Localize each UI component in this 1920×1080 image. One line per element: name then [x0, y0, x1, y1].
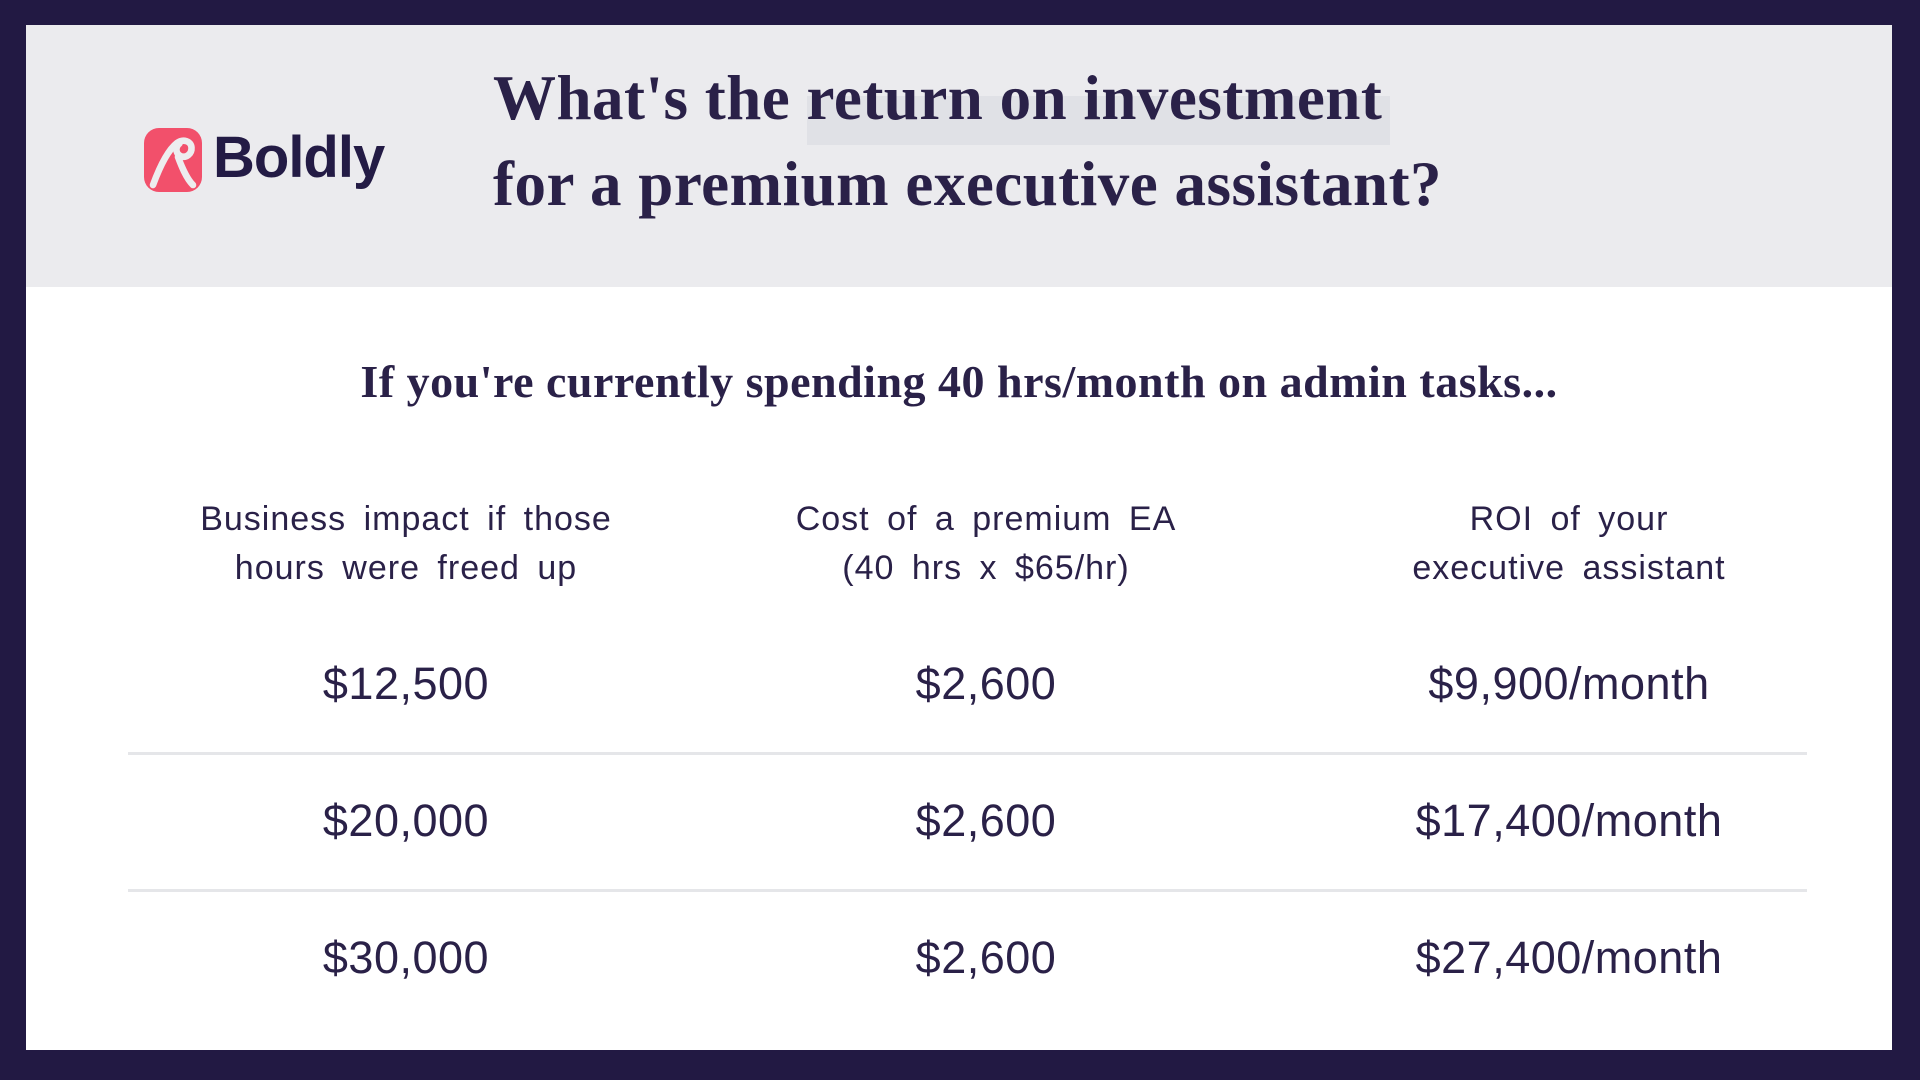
- title-line1-prefix: What's the: [493, 63, 807, 133]
- roi-table: Business impact if those hours were free…: [126, 495, 1852, 1026]
- page-title: What's the return on investment for a pr…: [493, 55, 1442, 227]
- row-divider: [128, 752, 1807, 755]
- boldly-loop-icon: [144, 128, 202, 192]
- title-highlight: return on investment: [806, 63, 1391, 145]
- column-header-business-impact: Business impact if those hours were free…: [200, 500, 612, 587]
- title-line-1: What's the return on investment: [493, 55, 1442, 145]
- table-header-row: Business impact if those hours were free…: [126, 495, 1852, 593]
- boldly-logo: Boldly: [144, 125, 385, 192]
- impact-value: $20,000: [322, 794, 490, 846]
- roi-value: $17,400/month: [1415, 794, 1723, 846]
- cost-value: $2,600: [915, 931, 1057, 983]
- cost-value: $2,600: [915, 657, 1057, 709]
- subtitle: If you're currently spending 40 hrs/mont…: [360, 356, 1558, 407]
- column-header-cost: Cost of a premium EA (40 hrs x $65/hr): [795, 500, 1177, 587]
- header-band: Boldly What's the return on investment f…: [26, 25, 1892, 287]
- impact-value: $12,500: [322, 657, 490, 709]
- table-row: $12,500 $2,600 $9,900/month: [126, 615, 1852, 752]
- roi-value: $9,900/month: [1428, 657, 1710, 709]
- column-header-roi: ROI of your executive assistant: [1412, 500, 1726, 587]
- table-row: $30,000 $2,600 $27,400/month: [126, 889, 1852, 1026]
- row-divider: [128, 889, 1807, 892]
- table-row: $20,000 $2,600 $17,400/month: [126, 752, 1852, 889]
- table-body: $12,500 $2,600 $9,900/month $20,000 $2,6…: [126, 615, 1852, 1026]
- title-line-2: for a premium executive assistant?: [493, 149, 1443, 219]
- roi-value: $27,400/month: [1415, 931, 1723, 983]
- impact-value: $30,000: [322, 931, 490, 983]
- boldly-wordmark: Boldly: [213, 125, 385, 190]
- cost-value: $2,600: [915, 794, 1057, 846]
- content-card: Boldly What's the return on investment f…: [26, 25, 1892, 1050]
